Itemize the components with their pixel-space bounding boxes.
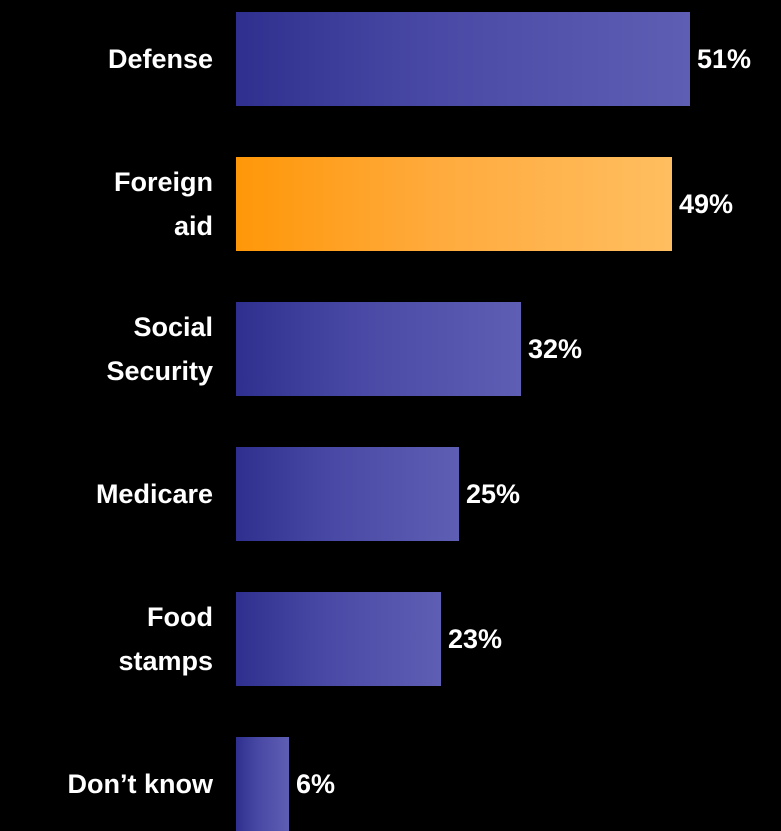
bar [236, 737, 289, 831]
value-label: 32% [528, 334, 583, 364]
bar [236, 592, 441, 686]
value-label: 25% [466, 479, 521, 509]
bar [236, 12, 690, 106]
category-label: Don’t know [3, 740, 213, 828]
category-label-line: Don’t know [67, 769, 213, 799]
category-label: Food stamps [3, 595, 213, 683]
category-label-line: stamps [118, 646, 213, 676]
category-label-line: Foreign [114, 167, 213, 197]
category-label-line: Social [133, 312, 213, 342]
bar [236, 447, 459, 541]
category-label-line: Food [147, 602, 213, 632]
value-label: 51% [697, 44, 752, 74]
category-label-line: Medicare [95, 479, 213, 509]
category-label: Medicare [3, 450, 213, 538]
category-label-line: Security [106, 356, 213, 386]
category-label: Social Security [3, 305, 213, 393]
value-label: 49% [679, 189, 734, 219]
category-label: Foreign aid [3, 160, 213, 248]
value-label: 6% [296, 769, 336, 799]
category-label-line: aid [173, 211, 213, 241]
highlighted-bar [236, 157, 672, 251]
bar [236, 302, 521, 396]
value-label: 23% [448, 624, 503, 654]
category-label: Defense [3, 15, 213, 103]
category-label-line: Defense [107, 44, 213, 74]
